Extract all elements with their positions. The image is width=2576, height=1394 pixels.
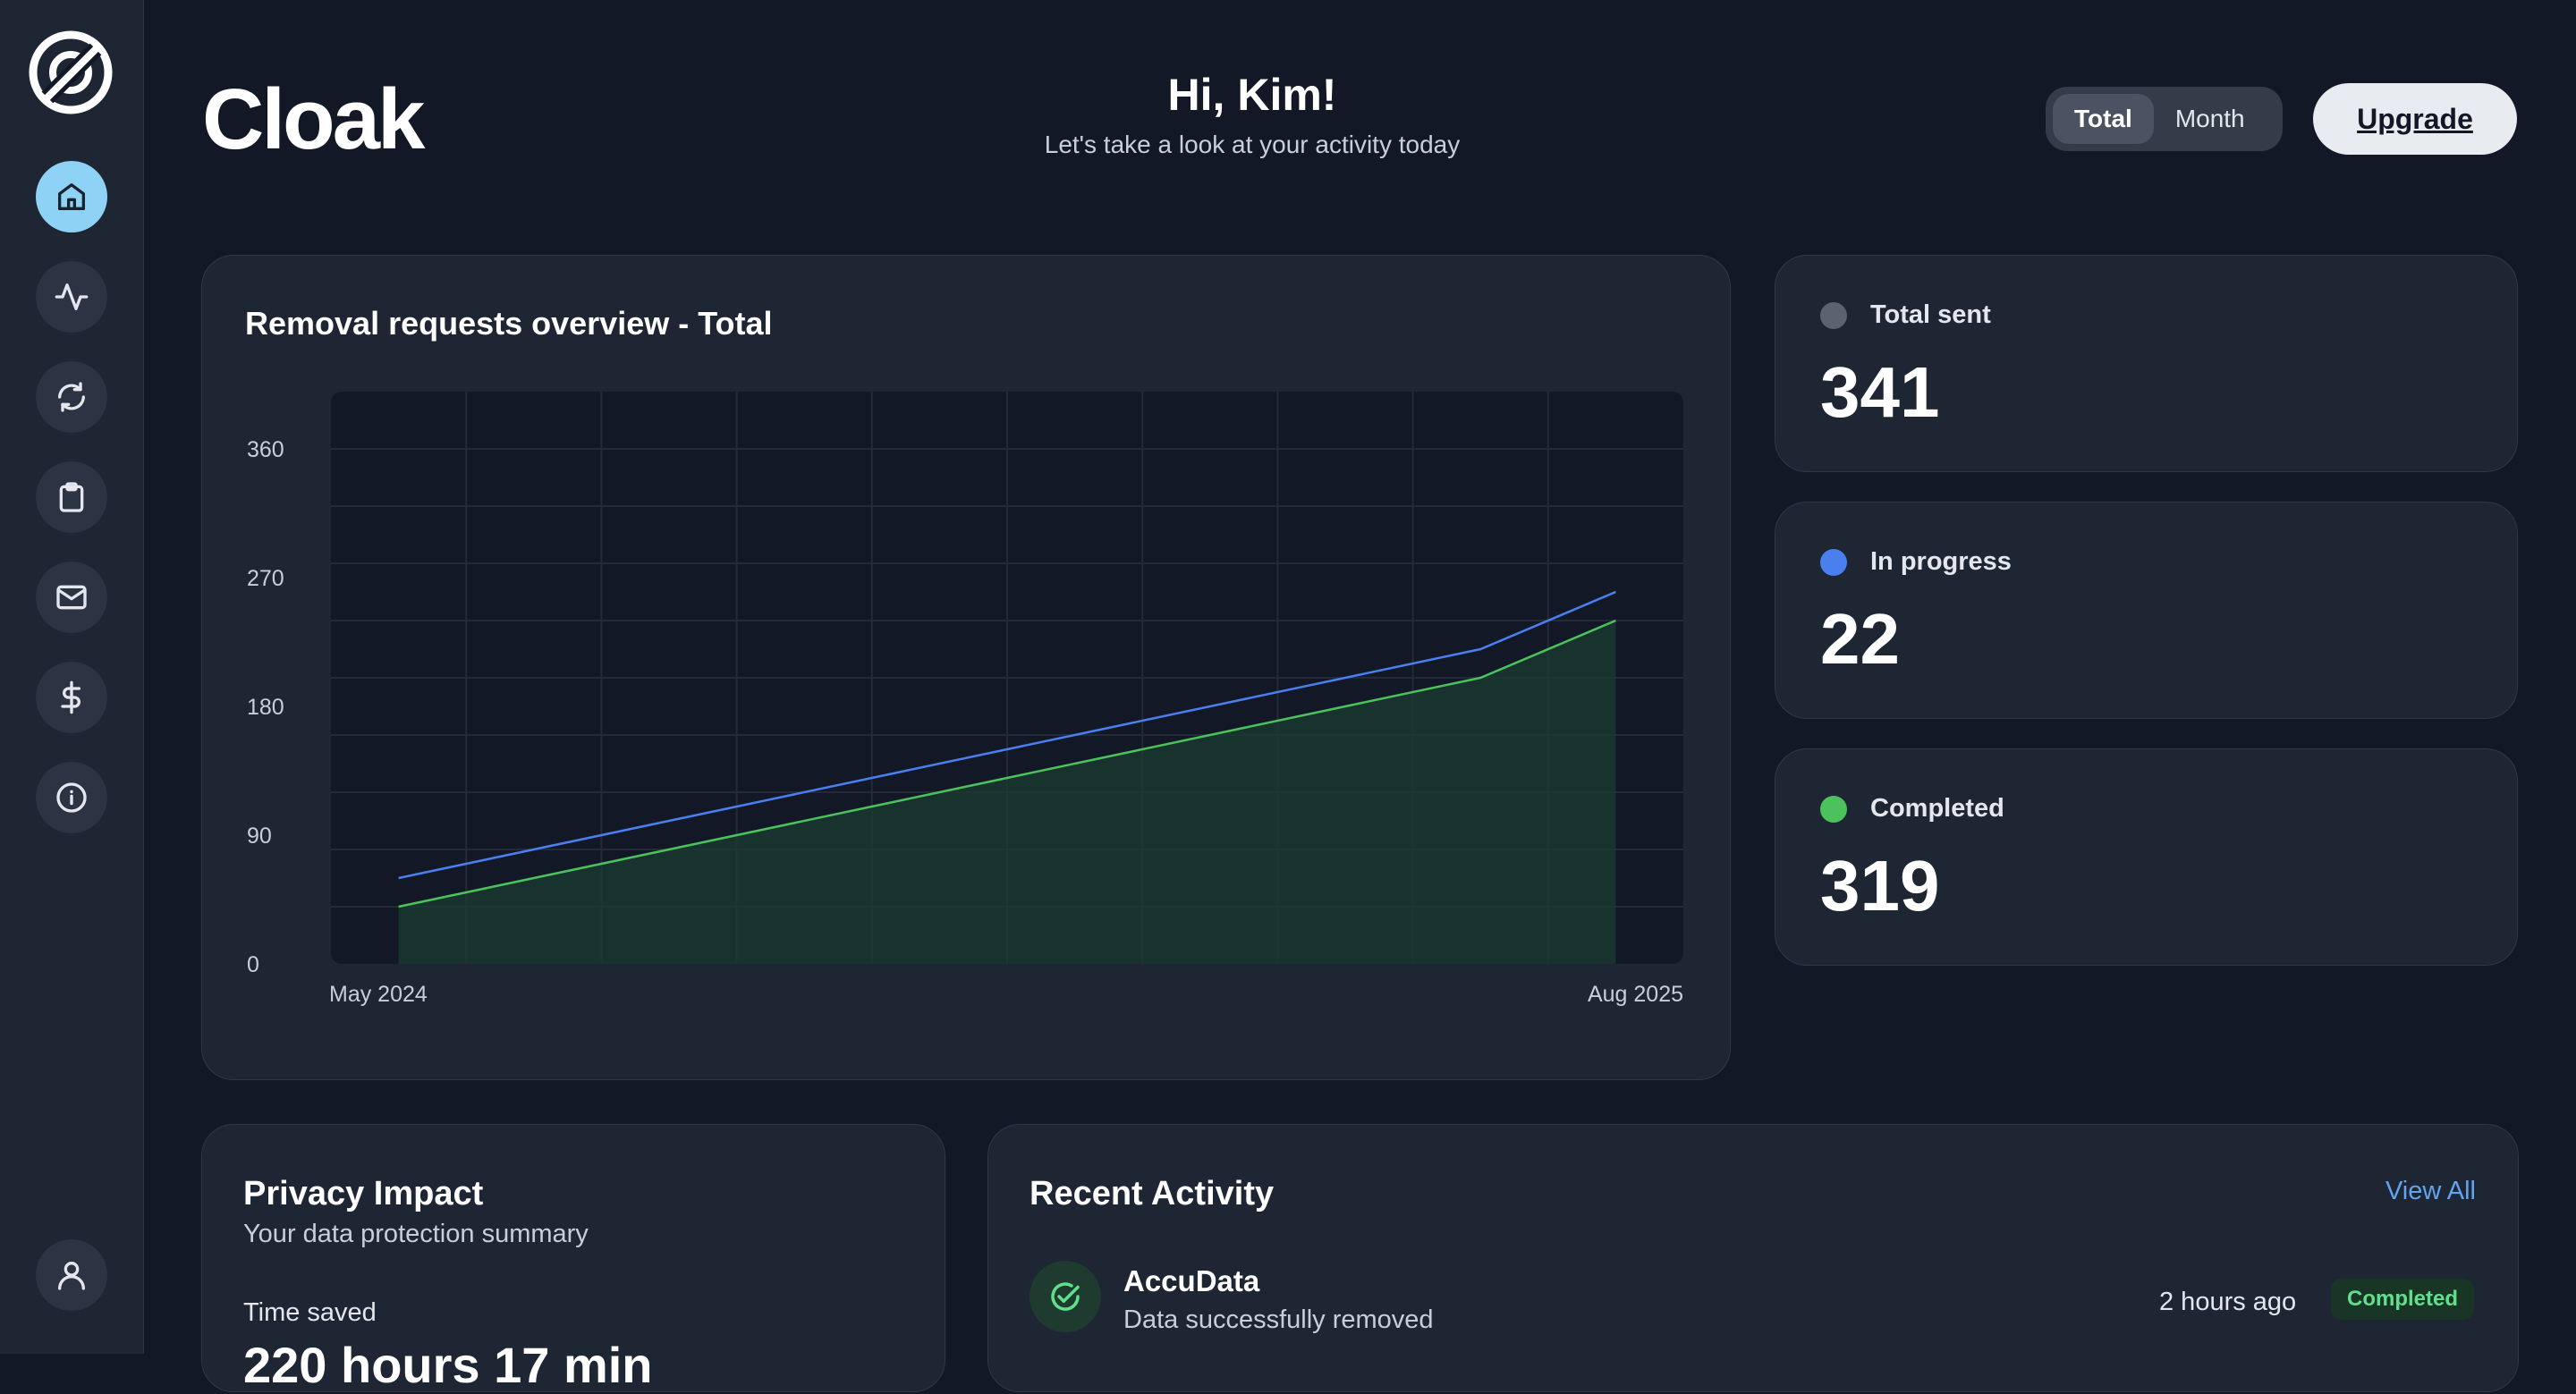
removal-requests-chart: 0 90 180 270 360 May 2024 Aug 2025 — [247, 392, 1683, 1007]
stat-card-in-progress: In progress 22 — [1775, 502, 2518, 719]
series-area-completed — [398, 621, 1616, 964]
stat-label: In progress — [1870, 547, 2012, 576]
removal-requests-chart-card: Removal requests overview - Total 0 90 180… — [201, 255, 1731, 1080]
sidebar-item-profile[interactable] — [36, 1239, 107, 1311]
stat-label: Completed — [1870, 794, 2004, 823]
sidebar-item-mail[interactable] — [36, 562, 107, 633]
x-tick-label: May 2024 — [329, 982, 428, 1007]
stat-value: 319 — [1820, 846, 1940, 925]
chart-title: Removal requests overview - Total — [245, 305, 773, 342]
sidebar — [0, 0, 144, 1354]
stat-card-completed: Completed 319 — [1775, 748, 2518, 966]
sidebar-item-clipboard[interactable] — [36, 461, 107, 533]
user-icon — [58, 1262, 86, 1290]
status-dot — [1820, 796, 1847, 823]
activity-title: Recent Activity — [1030, 1175, 1275, 1212]
status-dot — [1820, 549, 1847, 576]
view-all-link[interactable]: View All — [2385, 1177, 2476, 1205]
greeting-subtitle: Let's take a look at your activity today — [1044, 131, 1461, 158]
refresh-icon — [58, 382, 86, 412]
time-saved-value: 220 hours 17 min — [243, 1337, 653, 1393]
sidebar-item-info[interactable] — [36, 762, 107, 833]
activity-item-description: Data successfully removed — [1123, 1305, 1434, 1334]
y-tick-label: 270 — [247, 566, 284, 591]
privacy-impact-card: Privacy Impact Your data protection summ… — [201, 1124, 945, 1393]
sidebar-item-activity[interactable] — [36, 261, 107, 333]
info-icon — [56, 782, 87, 813]
time-saved-label: Time saved — [243, 1298, 377, 1327]
series-line-sent — [398, 590, 1616, 880]
stat-label: Total sent — [1870, 300, 1991, 329]
y-tick-label: 90 — [247, 824, 272, 849]
privacy-subtitle: Your data protection summary — [243, 1220, 589, 1248]
activity-item-name: AccuData — [1123, 1264, 1260, 1297]
greeting-block: Hi, Kim! Let's take a look at your activ… — [894, 68, 1610, 161]
stat-card-total-sent: Total sent 341 — [1775, 255, 2518, 472]
stat-value: 341 — [1820, 352, 1940, 432]
activity-icon — [55, 283, 89, 310]
status-dot — [1820, 302, 1847, 329]
recent-activity-card: Recent Activity View All AccuData Data s… — [987, 1124, 2519, 1392]
status-badge: Completed — [2331, 1279, 2475, 1320]
dollar-icon — [61, 680, 81, 714]
series-line-completed — [398, 619, 1616, 908]
x-tick-label: Aug 2025 — [1588, 982, 1683, 1007]
brand-logo: Cloak — [202, 72, 425, 167]
sidebar-item-refresh[interactable] — [36, 361, 107, 433]
privacy-title: Privacy Impact — [243, 1175, 484, 1212]
cloak-logo-icon — [29, 30, 113, 114]
sidebar-item-billing[interactable] — [36, 662, 107, 733]
upgrade-button[interactable]: Upgrade — [2313, 83, 2517, 155]
stat-value: 22 — [1820, 599, 1900, 679]
home-icon — [58, 183, 86, 210]
y-tick-label: 180 — [247, 695, 284, 720]
mail-icon — [56, 585, 87, 610]
check-circle-icon — [1030, 1261, 1101, 1332]
clipboard-icon — [59, 482, 84, 512]
sidebar-item-home[interactable] — [36, 161, 107, 232]
activity-item-time: 2 hours ago — [2159, 1288, 2297, 1316]
toggle-month[interactable]: Month — [2174, 105, 2245, 132]
y-tick-label: 0 — [247, 952, 259, 977]
greeting-title: Hi, Kim! — [1167, 70, 1337, 120]
period-toggle: Total Month — [2046, 87, 2283, 151]
brand-name: Cloak — [202, 72, 425, 167]
toggle-total[interactable]: Total — [2053, 94, 2154, 144]
y-tick-label: 360 — [247, 437, 284, 462]
